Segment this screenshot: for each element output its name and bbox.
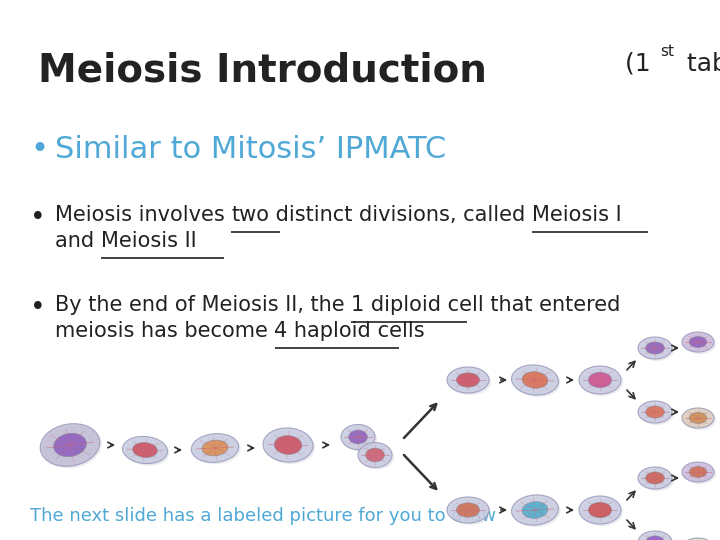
Ellipse shape bbox=[456, 373, 480, 387]
Ellipse shape bbox=[125, 438, 169, 465]
Ellipse shape bbox=[638, 401, 672, 423]
Ellipse shape bbox=[263, 428, 313, 462]
Ellipse shape bbox=[456, 503, 480, 517]
Text: 1 diploid: 1 diploid bbox=[351, 295, 441, 315]
Ellipse shape bbox=[640, 469, 674, 491]
Text: tab middle): tab middle) bbox=[679, 52, 720, 76]
Ellipse shape bbox=[588, 372, 611, 388]
Text: and: and bbox=[55, 231, 101, 251]
Ellipse shape bbox=[511, 365, 559, 395]
Ellipse shape bbox=[646, 536, 665, 540]
Ellipse shape bbox=[40, 424, 100, 467]
Text: •: • bbox=[30, 295, 45, 321]
Ellipse shape bbox=[449, 499, 491, 525]
Ellipse shape bbox=[684, 410, 716, 430]
Ellipse shape bbox=[640, 533, 674, 540]
Ellipse shape bbox=[638, 467, 672, 489]
Ellipse shape bbox=[689, 413, 707, 423]
Text: Meiosis I: Meiosis I bbox=[532, 205, 622, 225]
Ellipse shape bbox=[449, 369, 491, 395]
Ellipse shape bbox=[522, 372, 548, 388]
Ellipse shape bbox=[581, 368, 623, 396]
Text: By the end of Meiosis II, the: By the end of Meiosis II, the bbox=[55, 295, 351, 315]
Ellipse shape bbox=[447, 497, 489, 523]
Text: Similar to Mitosis’ IPMATC: Similar to Mitosis’ IPMATC bbox=[55, 135, 446, 164]
Ellipse shape bbox=[682, 462, 714, 482]
Ellipse shape bbox=[513, 497, 560, 527]
Ellipse shape bbox=[42, 426, 102, 468]
Ellipse shape bbox=[511, 495, 559, 525]
Text: Meiosis II: Meiosis II bbox=[101, 231, 197, 251]
Text: 4 haploid: 4 haploid bbox=[274, 321, 372, 341]
Ellipse shape bbox=[360, 444, 394, 469]
Ellipse shape bbox=[274, 436, 302, 454]
Ellipse shape bbox=[638, 531, 672, 540]
Ellipse shape bbox=[579, 366, 621, 394]
Ellipse shape bbox=[132, 442, 158, 457]
Text: meiosis has become: meiosis has become bbox=[55, 321, 274, 341]
Ellipse shape bbox=[684, 334, 716, 354]
Ellipse shape bbox=[343, 427, 377, 451]
Ellipse shape bbox=[358, 442, 392, 468]
Text: (1: (1 bbox=[617, 52, 651, 76]
Text: •: • bbox=[30, 205, 45, 231]
Text: distinct divisions, called: distinct divisions, called bbox=[269, 205, 532, 225]
Ellipse shape bbox=[581, 498, 623, 526]
Ellipse shape bbox=[193, 436, 240, 464]
Ellipse shape bbox=[689, 336, 707, 348]
Ellipse shape bbox=[202, 440, 228, 456]
Ellipse shape bbox=[579, 496, 621, 524]
Text: st: st bbox=[660, 44, 675, 59]
Ellipse shape bbox=[646, 472, 665, 484]
Text: two: two bbox=[231, 205, 269, 225]
Text: cells: cells bbox=[372, 321, 425, 341]
Ellipse shape bbox=[646, 406, 665, 418]
Text: Meiosis involves: Meiosis involves bbox=[55, 205, 231, 225]
Ellipse shape bbox=[192, 434, 239, 462]
Ellipse shape bbox=[447, 367, 489, 393]
Text: The next slide has a labeled picture for you to draw: The next slide has a labeled picture for… bbox=[30, 507, 496, 525]
Text: •: • bbox=[30, 135, 48, 164]
Ellipse shape bbox=[682, 538, 714, 540]
Ellipse shape bbox=[689, 467, 707, 477]
Ellipse shape bbox=[640, 339, 674, 361]
Ellipse shape bbox=[640, 403, 674, 425]
Text: cell that entered: cell that entered bbox=[441, 295, 621, 315]
Ellipse shape bbox=[646, 342, 665, 354]
Ellipse shape bbox=[513, 367, 560, 397]
Ellipse shape bbox=[588, 502, 611, 518]
Ellipse shape bbox=[522, 502, 548, 518]
Ellipse shape bbox=[53, 433, 86, 457]
Ellipse shape bbox=[638, 337, 672, 359]
Ellipse shape bbox=[122, 436, 168, 464]
Ellipse shape bbox=[341, 424, 375, 449]
Ellipse shape bbox=[366, 448, 384, 462]
Text: Meiosis Introduction: Meiosis Introduction bbox=[38, 52, 487, 90]
Ellipse shape bbox=[682, 332, 714, 352]
Ellipse shape bbox=[265, 430, 315, 464]
Ellipse shape bbox=[684, 464, 716, 484]
Ellipse shape bbox=[682, 408, 714, 428]
Ellipse shape bbox=[348, 430, 367, 444]
